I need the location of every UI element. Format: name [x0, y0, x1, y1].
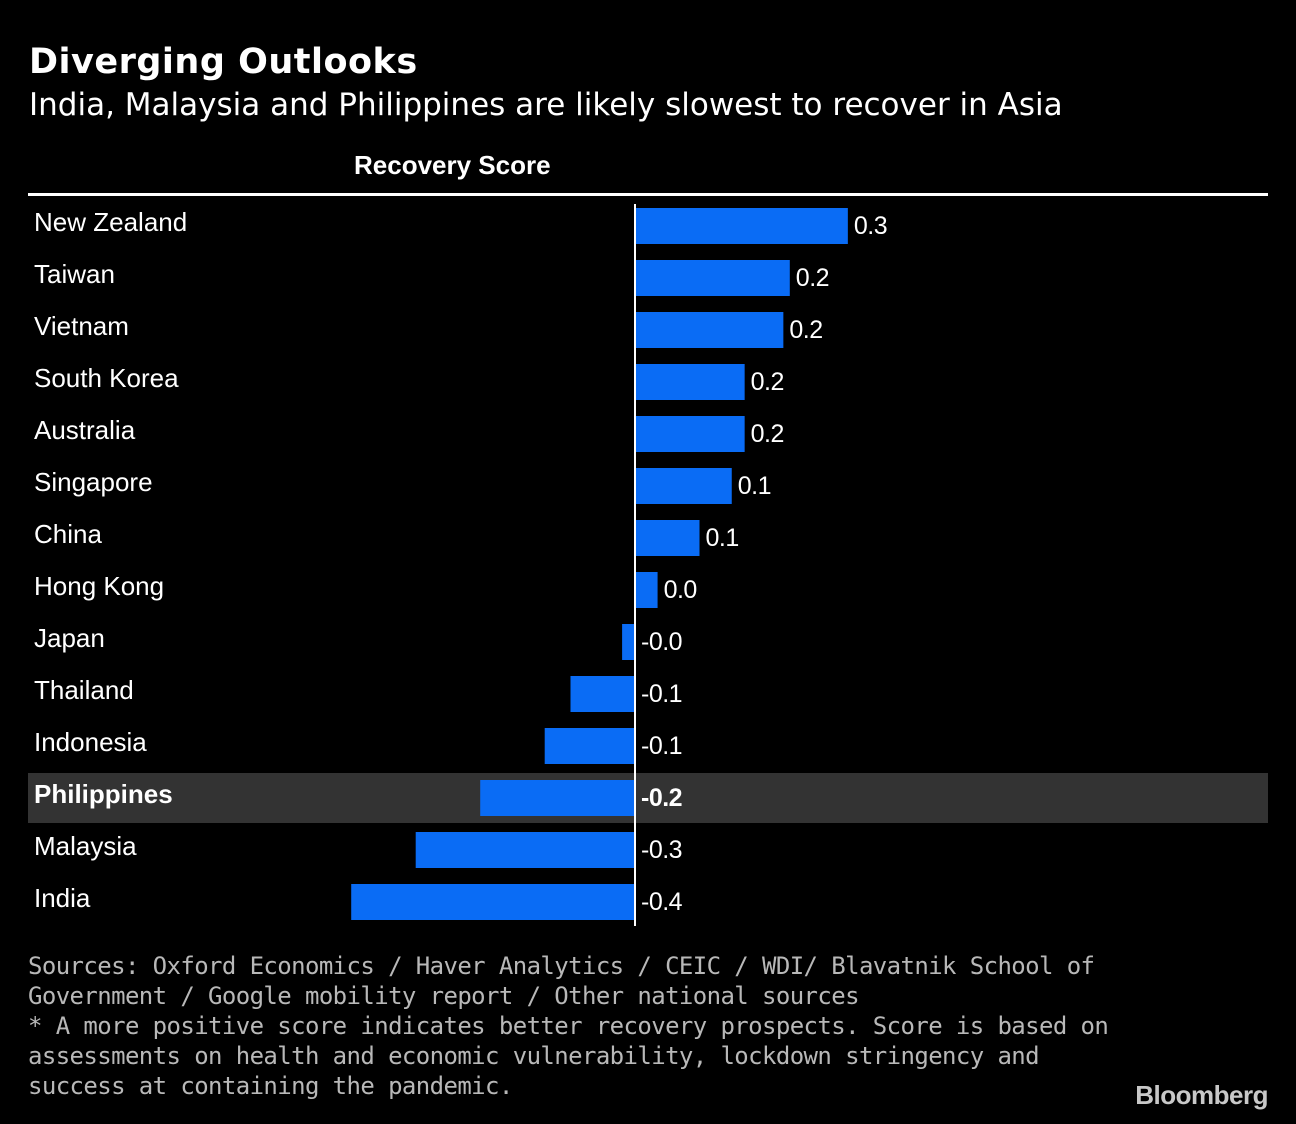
value-label: 0.2: [751, 420, 784, 448]
bar-japan: [622, 624, 635, 660]
value-label: 0.2: [796, 264, 829, 292]
sources-line-1: Sources: Oxford Economics / Haver Analyt…: [28, 952, 1095, 980]
value-label: 0.0: [664, 576, 697, 604]
category-label: South Korea: [34, 363, 179, 393]
category-label: Singapore: [34, 467, 153, 497]
bloomberg-logo: Bloomberg: [1135, 1080, 1268, 1110]
bar-singapore: [635, 468, 732, 504]
value-label: -0.1: [641, 732, 682, 760]
category-label: Japan: [34, 623, 105, 653]
category-label: Australia: [34, 415, 136, 445]
bar-taiwan: [635, 260, 790, 296]
value-label: -0.2: [641, 784, 682, 812]
note-line-1: * A more positive score indicates better…: [28, 1012, 1109, 1040]
category-label: China: [34, 519, 102, 549]
value-label: 0.1: [738, 472, 771, 500]
category-label: India: [34, 883, 91, 913]
note-line-3: success at containing the pandemic.: [28, 1072, 513, 1100]
category-label: Taiwan: [34, 259, 115, 289]
bar-china: [635, 520, 700, 556]
category-label: Malaysia: [34, 831, 137, 861]
bar-indonesia: [544, 728, 635, 764]
highlight-row: [28, 773, 1268, 823]
value-label: -0.3: [641, 836, 682, 864]
bar-hong-kong: [635, 572, 658, 608]
sources-line-2: Government / Google mobility report / Ot…: [28, 982, 860, 1010]
bar-chart: New Zealand 0.3 Taiwan 0.2 Vietnam 0.2 South K…: [28, 204, 1268, 926]
chart-subtitle: India, Malaysia and Philippines are like…: [29, 87, 1063, 123]
bar-australia: [635, 416, 745, 452]
category-label: Thailand: [34, 675, 134, 705]
header-rule: [28, 193, 1268, 196]
bar-thailand: [570, 676, 635, 712]
category-label: Hong Kong: [34, 571, 164, 601]
value-label: -0.4: [641, 888, 683, 916]
bar-philippines: [480, 780, 635, 816]
column-header: Recovery Score: [354, 150, 551, 180]
category-label: Philippines: [34, 779, 173, 809]
bar-vietnam: [635, 312, 784, 348]
note-line-2: assessments on health and economic vulne…: [28, 1042, 1040, 1070]
category-label: New Zealand: [34, 207, 187, 237]
value-label: 0.3: [854, 212, 887, 240]
chart-title: Diverging Outlooks: [29, 42, 418, 82]
bar-south-korea: [635, 364, 745, 400]
category-label: Vietnam: [34, 311, 129, 341]
footnote: Sources: Oxford Economics / Haver Analyt…: [28, 951, 1109, 1101]
value-label: 0.1: [706, 524, 739, 552]
bar-malaysia: [415, 832, 635, 868]
value-label: 0.2: [789, 316, 822, 344]
value-label: -0.0: [641, 628, 682, 656]
category-label: Indonesia: [34, 727, 147, 757]
value-label: -0.1: [641, 680, 682, 708]
bar-new-zealand: [635, 208, 848, 244]
value-label: 0.2: [751, 368, 784, 396]
bar-india: [351, 884, 635, 920]
